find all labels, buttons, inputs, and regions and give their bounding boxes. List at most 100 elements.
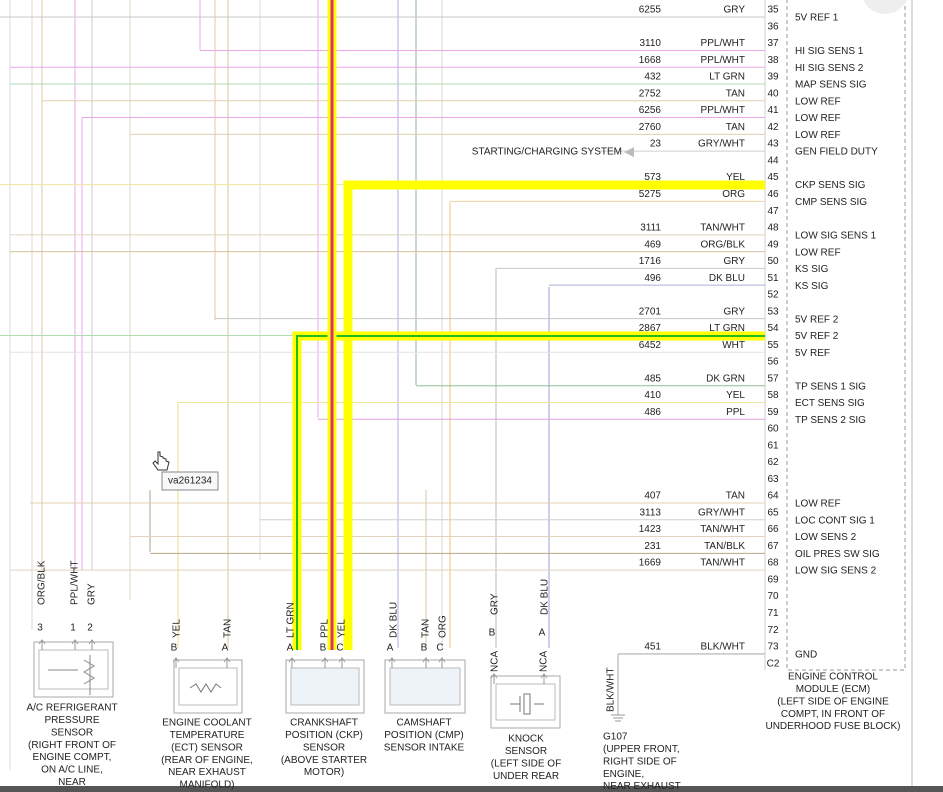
wire-label: GRY: [490, 593, 501, 615]
wire-color: TAN/WHT: [700, 223, 745, 234]
wire-color: TAN/WHT: [700, 524, 745, 535]
wire-color: YEL: [726, 390, 745, 401]
pin-socket: [88, 639, 96, 650]
circuit-number: 23: [650, 139, 662, 150]
circuit-number: 451: [644, 642, 661, 653]
component-body: [290, 667, 360, 706]
row-wires: [0, 16, 765, 655]
wire-label: BLK/WHT: [606, 668, 617, 712]
pin-label: CKP SENS SIG: [795, 180, 866, 191]
component-name: NEAR EXHAUST: [168, 767, 246, 778]
wire-color: TAN: [726, 491, 745, 502]
circuit-number: 486: [644, 407, 661, 418]
pin-number: 68: [767, 558, 779, 569]
pin-number: 56: [767, 357, 779, 368]
pin-number: 55: [767, 340, 779, 351]
highlight-yel: [343, 180, 765, 650]
pin-letter: 2: [87, 623, 93, 634]
thermistor: [189, 683, 222, 693]
pin-socket: [71, 639, 79, 650]
wire-color: LT GRN: [709, 323, 745, 334]
circuit-number: 573: [644, 172, 661, 183]
component-name: ENGINE COMPT,: [33, 752, 112, 763]
circuit-number: 1669: [639, 558, 662, 569]
wire-label: DK BLU: [540, 579, 551, 615]
pin-label: CMP SENS SIG: [795, 197, 867, 208]
component-name: ENGINE,: [603, 769, 644, 780]
pin-label: 5V REF 2: [795, 314, 839, 325]
wire-label: PPL/WHT: [70, 561, 81, 605]
wire-color: GRY/WHT: [698, 507, 745, 518]
corner-button: [863, 0, 907, 14]
components: ORG/BLK PPL/WHT GRY 3 1 2 A/C REFRIGERANTPRESS…: [26, 560, 900, 792]
component-name: ENGINE COOLANT: [162, 718, 251, 729]
circuit-number: 485: [644, 373, 661, 384]
nca-label: NCA: [539, 651, 550, 672]
pin-label: KS SIG: [795, 281, 829, 292]
component-name: MODULE (ECM): [796, 684, 870, 695]
wire-label: TAN: [421, 619, 432, 638]
pin-label: GEN FIELD DUTY: [795, 147, 878, 158]
wire-ltgrn: [296, 335, 765, 650]
pin-label: LOW SIG SENS 1: [795, 231, 877, 242]
component-name: SENSOR: [303, 742, 345, 753]
pin-number: 67: [767, 541, 779, 552]
pin-number: 47: [767, 206, 779, 217]
pin-number: 48: [767, 223, 779, 234]
component-name: PRESSURE: [44, 715, 99, 726]
component-name: (LEFT SIDE OF ENGINE: [777, 696, 889, 707]
pin-number: C2: [767, 658, 780, 669]
component-name: (UPPER FRONT,: [603, 744, 680, 755]
pin-number: 45: [767, 172, 779, 183]
pin-socket: [38, 639, 46, 650]
pin-number: 42: [767, 122, 779, 133]
component-name: MOTOR): [304, 767, 344, 778]
pin-label: KS SIG: [795, 264, 829, 275]
wire-color: PPL/WHT: [701, 105, 745, 116]
wire-color: TAN: [726, 88, 745, 99]
pin-number: 44: [767, 155, 779, 166]
pin-label: 5V REF: [795, 348, 830, 359]
wire-label: TAN: [223, 619, 234, 638]
tooltip: va261234: [168, 476, 212, 487]
pin-number: 62: [767, 457, 779, 468]
component-name: A/C REFRIGERANT: [26, 703, 117, 714]
pin-label: HI SIG SENS 2: [795, 63, 864, 74]
component-name: (RIGHT FRONT OF: [28, 740, 116, 751]
ground-symbol: [611, 714, 625, 722]
pin-number: 53: [767, 306, 779, 317]
pin-number: 63: [767, 474, 779, 485]
pin-label: MAP SENS SIG: [795, 80, 867, 91]
circuit-number: 432: [644, 72, 661, 83]
circuit-number: 6452: [639, 340, 662, 351]
circuit-number: 3113: [639, 507, 661, 518]
wire-label: ORG: [438, 615, 449, 638]
component-name: UNDERHOOD FUSE BLOCK): [765, 721, 900, 732]
circuit-number: 496: [644, 273, 661, 284]
circuit-number: 3110: [639, 38, 661, 49]
wire-color: PPL: [726, 407, 745, 418]
pin-socket: [388, 657, 396, 668]
wire-label: LT GRN: [286, 602, 297, 638]
wire-color: GRY/WHT: [698, 139, 745, 150]
component-name: SENSOR: [51, 727, 93, 738]
pin-label: LOW REF: [795, 113, 841, 124]
pin-number: 51: [767, 273, 779, 284]
wire-color: GRY: [724, 256, 746, 267]
wire-label: YEL: [172, 619, 183, 638]
pin-label: OIL PRES SW SIG: [795, 549, 880, 560]
pin-letter: C: [336, 643, 343, 654]
component-name: NEAR EXHAUST: [603, 781, 681, 792]
pin-socket: [422, 657, 430, 668]
wire-color: WHT: [722, 340, 745, 351]
component-name: MANIFOLD): [180, 780, 235, 791]
component-name: G107: [603, 732, 628, 743]
wire-label: GRY: [87, 583, 98, 605]
pin-number: 39: [767, 72, 779, 83]
pin-socket: [438, 657, 446, 668]
circuit-number: 5275: [639, 189, 662, 200]
wire-color: DK BLU: [709, 273, 745, 284]
pin-label: LOW REF: [795, 130, 841, 141]
pin-number: 54: [767, 323, 779, 334]
